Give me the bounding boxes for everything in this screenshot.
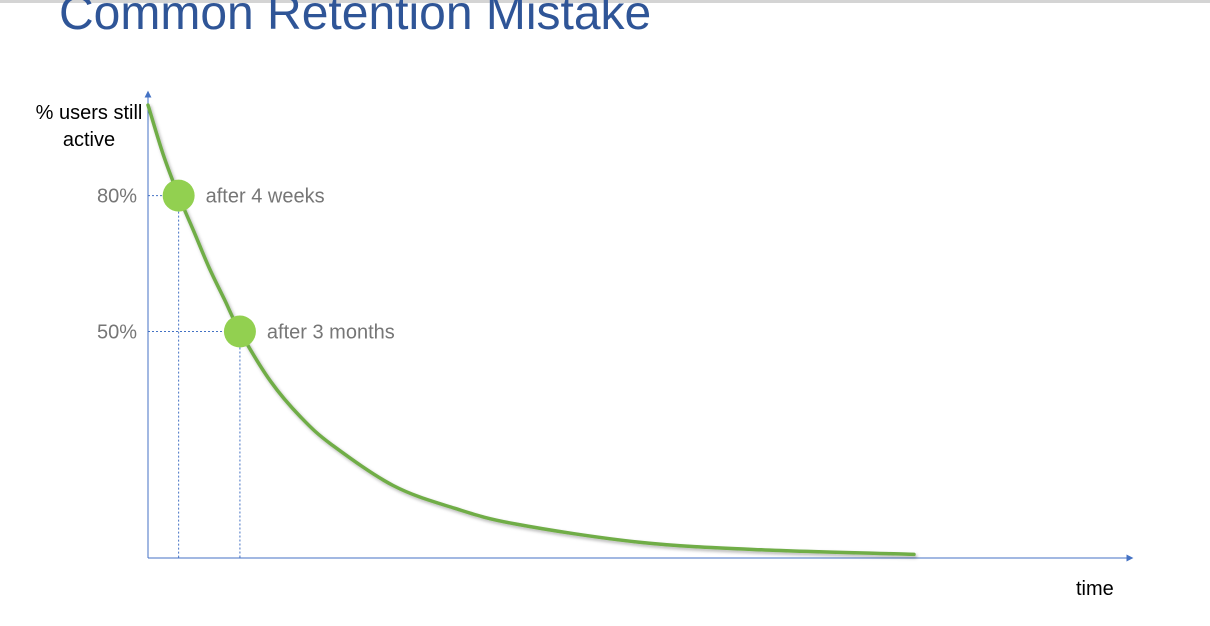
slide-top-border — [0, 0, 1210, 3]
retention-curve — [146, 103, 916, 557]
y-tick-label-1: 80% — [97, 186, 137, 208]
annotations: after 4 weeks after 3 months — [162, 179, 395, 348]
y-tick-label-2: 50% — [97, 322, 137, 344]
data-point-marker-2 — [223, 315, 256, 348]
x-axis-label: time — [1076, 578, 1114, 600]
annotation-label-2: after 3 months — [267, 322, 395, 344]
annotation-label-1: after 4 weeks — [206, 186, 325, 208]
data-point-marker-1 — [162, 179, 195, 212]
y-ticks: 80% 50% — [97, 186, 137, 344]
guide-lines — [148, 195, 241, 558]
slide-title: Common Retention Mistake — [59, 0, 652, 40]
y-axis-label: % users still active — [35, 102, 143, 151]
